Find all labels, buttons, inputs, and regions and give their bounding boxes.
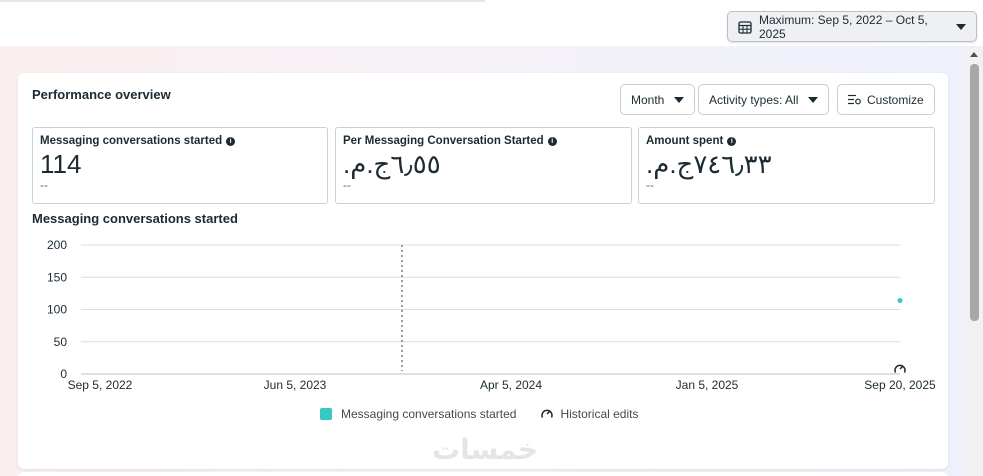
metric-card-conversations[interactable]: Messaging conversations started i 114 --: [32, 127, 328, 204]
historical-edit-marker-icon: [894, 364, 906, 373]
y-tick-label: 0: [60, 367, 67, 381]
period-dropdown-label: Month: [631, 92, 665, 107]
legend-historical-label: Historical edits: [560, 407, 639, 421]
metric-label: Amount spent: [646, 135, 724, 147]
metric-comparison: --: [40, 178, 48, 192]
chart: 0 50 100 150 200 Sep 5, 2022 Jun 5, 2023 Apr 5,…: [47, 238, 936, 392]
chevron-down-icon: [808, 96, 819, 103]
metric-card-cost-per-conversation[interactable]: Per Messaging Conversation Started i ٦٫٥…: [335, 127, 632, 204]
watermark: خمسات: [432, 434, 539, 465]
scrollbar-thumb[interactable]: [970, 64, 979, 321]
historical-edits-icon: [541, 409, 554, 418]
customize-button[interactable]: Customize: [837, 84, 935, 115]
metric-value: ٧٤٦٫٣٣ج.م.‏: [646, 149, 772, 179]
historical-edit-arc: [894, 364, 906, 373]
y-tick-label: 50: [54, 335, 68, 349]
next-card: [18, 472, 948, 476]
chart-legend: Messaging conversations started Historic…: [320, 407, 638, 421]
metric-label-row: Messaging conversations started i: [40, 135, 320, 147]
x-tick-label: Jan 5, 2025: [676, 378, 739, 392]
data-point: [897, 297, 903, 303]
customize-icon: [848, 94, 861, 105]
info-icon[interactable]: i: [226, 136, 236, 146]
metric-label-row: Amount spent i: [646, 135, 927, 147]
chevron-down-icon: [674, 96, 685, 103]
legend-series-label[interactable]: Messaging conversations started: [341, 407, 517, 421]
metric-label-row: Per Messaging Conversation Started i: [343, 135, 624, 147]
date-range-button[interactable]: Maximum: Sep 5, 2022 – Oct 5, 2025: [727, 11, 977, 42]
date-range-label: Maximum: Sep 5, 2022 – Oct 5, 2025: [759, 12, 928, 41]
y-tick-label: 150: [47, 270, 67, 284]
activity-types-label: Activity types: All: [709, 92, 799, 107]
info-icon[interactable]: i: [727, 136, 737, 146]
info-icon[interactable]: i: [547, 136, 557, 146]
activity-types-dropdown[interactable]: Activity types: All: [698, 84, 830, 115]
y-tick-label: 200: [47, 238, 67, 252]
performance-overview-card: Performance overview Month Activity type…: [18, 73, 948, 469]
customize-label: Customize: [867, 92, 924, 107]
scroll-up-arrow-icon[interactable]: [970, 52, 978, 57]
x-tick-label: Sep 5, 2022: [68, 378, 133, 392]
legend-historical[interactable]: Historical edits: [540, 407, 638, 421]
calendar-icon: [738, 20, 752, 34]
x-tick-label: Jun 5, 2023: [264, 378, 327, 392]
top-bar: Maximum: Sep 5, 2022 – Oct 5, 2025: [0, 0, 983, 46]
metric-value: ٦٫٥٥ج.م.‏: [343, 149, 441, 179]
metric-label: Messaging conversations started: [40, 135, 223, 147]
x-tick-label: Apr 5, 2024: [480, 378, 542, 392]
period-dropdown[interactable]: Month: [620, 84, 696, 115]
metric-label: Per Messaging Conversation Started: [343, 135, 544, 147]
historical-edit-needle: [899, 365, 904, 370]
top-divider: [0, 0, 485, 2]
section-title: Performance overview: [32, 87, 171, 102]
legend-swatch: [320, 408, 332, 420]
x-tick-label: Sep 20, 2025: [864, 378, 936, 392]
metric-value: 114: [40, 149, 82, 179]
metric-comparison: --: [646, 178, 654, 192]
chart-title: Messaging conversations started: [32, 211, 238, 226]
metric-comparison: --: [343, 178, 351, 192]
chevron-down-icon: [956, 23, 966, 30]
metric-card-amount-spent[interactable]: Amount spent i ٧٤٦٫٣٣ج.م.‏ --: [638, 127, 935, 204]
y-tick-label: 100: [47, 303, 67, 317]
